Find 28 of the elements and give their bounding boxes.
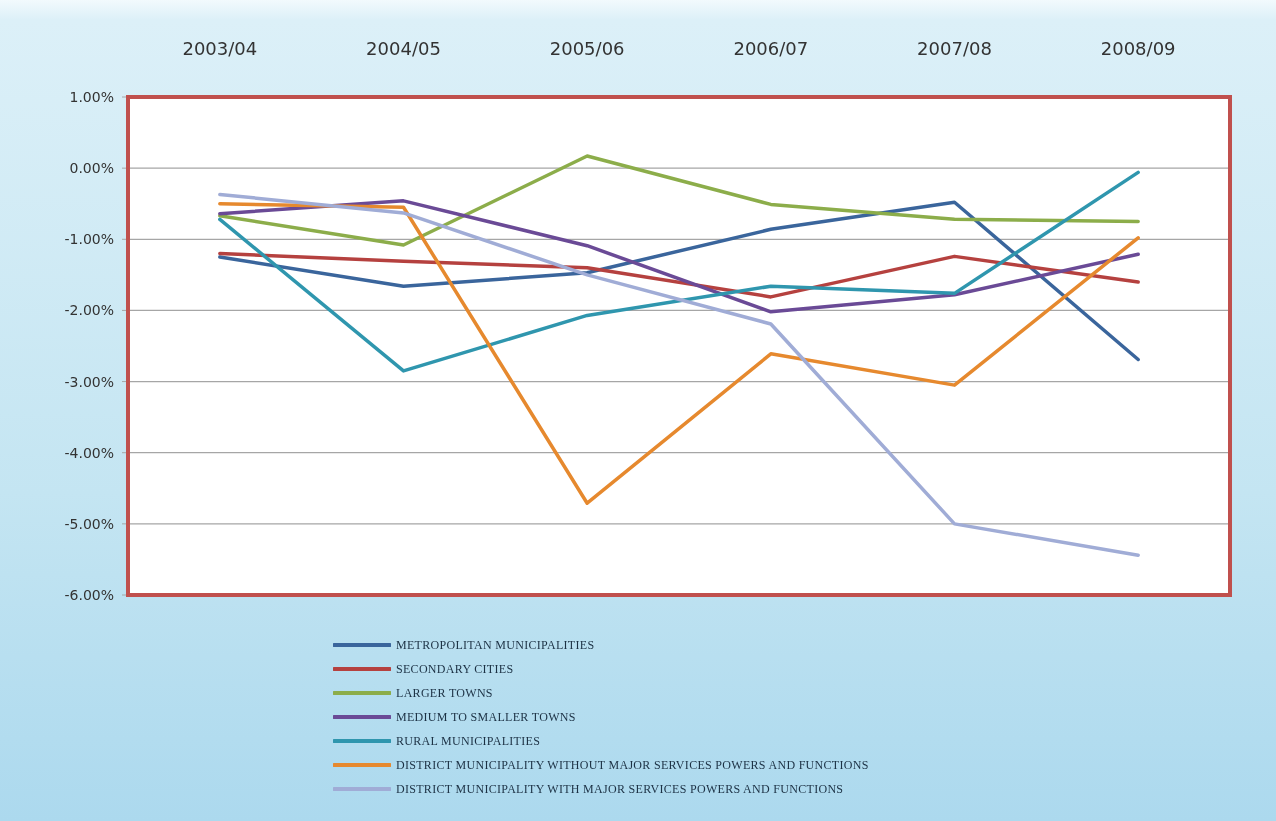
legend-label: RURAL MUNICIPALITIES bbox=[396, 733, 541, 749]
line-series bbox=[218, 200, 1140, 362]
legend-label: METROPOLITAN MUNICIPALITIES bbox=[396, 637, 595, 653]
x-tick-label: 2006/07 bbox=[733, 38, 809, 59]
line-series bbox=[218, 201, 1140, 505]
x-tick-label: 2005/06 bbox=[549, 38, 625, 59]
y-tick-label: 1.00% bbox=[69, 88, 114, 105]
line-series bbox=[218, 199, 1140, 314]
y-tick-label: -6.00% bbox=[64, 586, 114, 603]
x-tick-label: 2003/04 bbox=[182, 38, 258, 59]
y-tick-label: -1.00% bbox=[64, 231, 114, 248]
y-tick-label: -3.00% bbox=[64, 373, 114, 390]
y-tick-label: 0.00% bbox=[69, 160, 114, 177]
legend-label: LARGER TOWNS bbox=[396, 685, 493, 701]
legend-label: DISTRICT MUNICIPALITY WITHOUT MAJOR SERVICES POWERS AND FUNCTIONS bbox=[396, 757, 869, 773]
legend-label: DISTRICT MUNICIPALITY WITH MAJOR SERVICES POWERS AND FUNCTIONS bbox=[396, 781, 844, 797]
x-tick-label: 2008/09 bbox=[1100, 38, 1176, 59]
y-tick-label: -2.00% bbox=[64, 302, 114, 319]
y-tick-label: -4.00% bbox=[64, 444, 114, 461]
legend-label: MEDIUM TO SMALLER TOWNS bbox=[396, 709, 576, 725]
line-series bbox=[218, 251, 1140, 299]
y-tick-label: -5.00% bbox=[64, 515, 114, 532]
x-tick-label: 2007/08 bbox=[917, 38, 992, 59]
line-series bbox=[218, 192, 1140, 557]
line-series bbox=[218, 154, 1140, 247]
legend-label: SECONDARY CITIES bbox=[396, 661, 514, 677]
line-series bbox=[218, 170, 1140, 373]
x-tick-label: 2004/05 bbox=[366, 38, 441, 59]
